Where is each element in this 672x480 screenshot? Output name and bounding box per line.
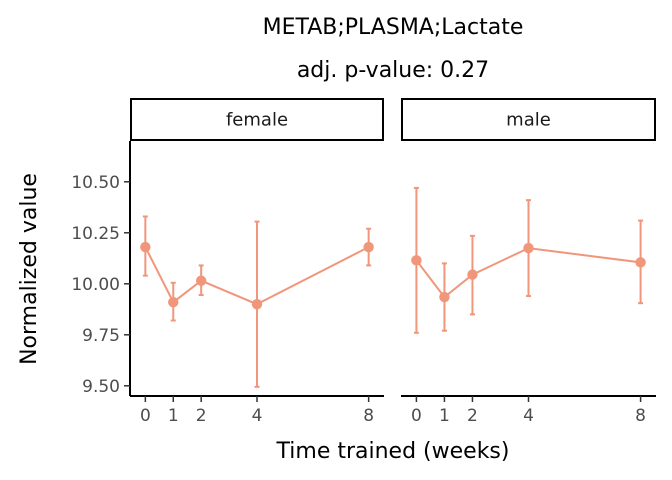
facet-strip-label: female [226, 110, 288, 131]
x-axis-title: Time trained (weeks) [276, 439, 510, 464]
x-tick-label: 8 [635, 406, 646, 426]
data-point [140, 241, 151, 253]
x-tick-label: 4 [523, 406, 534, 426]
x-tick-label: 0 [411, 406, 422, 426]
data-point [523, 242, 534, 254]
y-axis-title: Normalized value [17, 173, 42, 365]
data-point [251, 299, 263, 310]
data-point [195, 275, 207, 286]
y-tick-label: 10.00 [71, 275, 120, 295]
facet-female: female 0 1 2 4 8 [130, 98, 384, 426]
facet-male: male 0 1 2 4 8 [401, 98, 656, 426]
x-tick-label: 2 [467, 406, 478, 426]
data-point [411, 255, 422, 266]
facet-strip [401, 98, 656, 141]
x-tick-label: 0 [140, 406, 151, 426]
data-point [467, 269, 478, 280]
y-tick-label: 9.50 [82, 377, 120, 397]
y-tick-label: 10.25 [71, 224, 120, 244]
x-tick-label: 8 [363, 406, 374, 426]
chart-title: METAB;PLASMA;Lactate [263, 15, 524, 40]
x-tick-label: 4 [252, 406, 263, 426]
data-point [635, 257, 646, 268]
y-tick-label: 9.75 [82, 326, 120, 346]
facet-strip-label: male [506, 110, 551, 131]
y-axis: 9.50 9.75 10.00 10.25 10.50 [71, 141, 131, 397]
data-point [439, 291, 450, 303]
data-point [168, 296, 179, 308]
x-tick-label: 1 [439, 406, 450, 426]
chart-subtitle: adj. p-value: 0.27 [297, 58, 489, 83]
y-tick-label: 10.50 [71, 173, 120, 193]
facet-strip [130, 98, 384, 141]
x-tick-label: 1 [168, 406, 179, 426]
data-point [363, 241, 374, 253]
x-tick-label: 2 [196, 406, 207, 426]
